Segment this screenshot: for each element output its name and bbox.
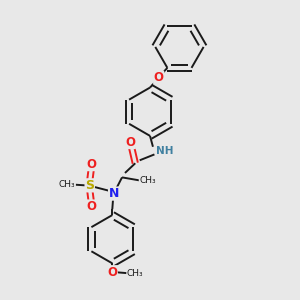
Text: O: O	[86, 200, 96, 213]
Text: NH: NH	[157, 146, 174, 156]
Text: O: O	[107, 266, 117, 279]
Text: O: O	[125, 136, 135, 148]
Text: CH₃: CH₃	[127, 268, 144, 278]
Text: O: O	[154, 71, 164, 84]
Text: CH₃: CH₃	[139, 176, 156, 185]
Text: S: S	[85, 179, 94, 192]
Text: O: O	[86, 158, 96, 171]
Text: N: N	[109, 187, 119, 200]
Text: CH₃: CH₃	[59, 180, 75, 189]
